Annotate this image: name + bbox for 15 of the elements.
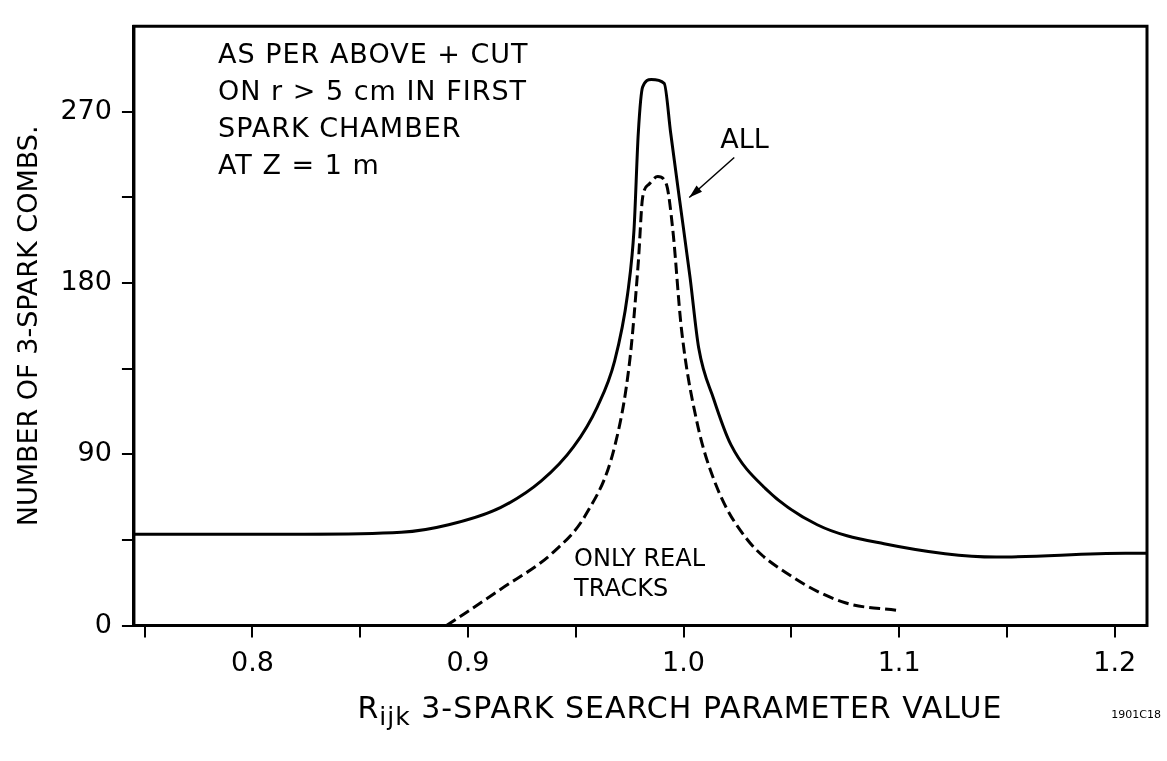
text: 1901C18 [1111, 708, 1161, 721]
series-label: ALL [720, 123, 769, 155]
x-tick-label: 1.2 [1093, 645, 1137, 677]
x-tick-label: 0.9 [446, 645, 490, 677]
y-axis-title: NUMBER OF 3-SPARK COMBS. [12, 125, 44, 527]
series-label: ONLY REAL TRACKS [573, 544, 706, 603]
x-tick-label: 1.0 [662, 645, 706, 677]
y-tick-label: 180 [60, 265, 112, 297]
x-axis-title: R$_{ijk}$ 3-SPARK SEARCH PARAMETER VALUE [357, 690, 1003, 731]
x-tick-label: 0.8 [231, 645, 274, 677]
y-tick-label: 90 [77, 436, 112, 468]
y-tick-label: 0 [94, 607, 112, 639]
annotation: AS PER ABOVE + CUT ON r > 5 cm IN FIRST SPARK CHAMBER AT Z = 1 m [218, 37, 529, 182]
y-tick-label: 270 [60, 93, 112, 125]
x-tick-label: 1.1 [877, 645, 921, 677]
